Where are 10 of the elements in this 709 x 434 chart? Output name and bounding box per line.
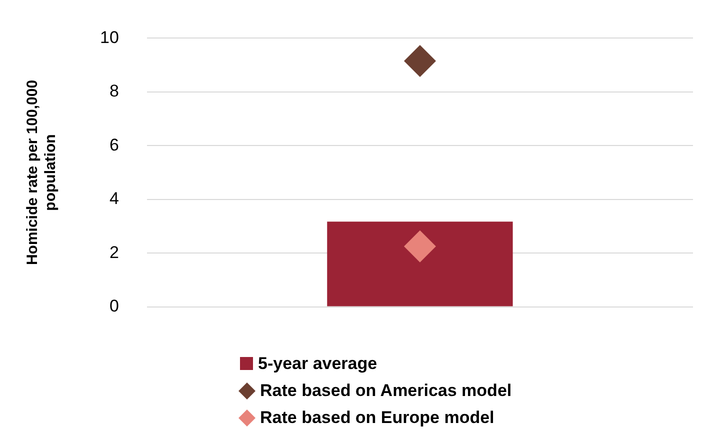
- y-tick-label: 4: [109, 189, 119, 208]
- y-tick-label: 10: [100, 28, 119, 47]
- y-tick-label: 0: [109, 296, 119, 316]
- y-tick-label: 8: [109, 82, 119, 101]
- y-axis-title: Homicide rate per 100,000 population: [24, 80, 60, 266]
- legend-label: Rate based on Europe model: [260, 408, 494, 428]
- legend-label: 5-year average: [258, 354, 378, 374]
- y-tick-label: 2: [109, 242, 119, 262]
- legend-label: Rate based on Americas model: [260, 380, 512, 400]
- y-tick-label: 6: [109, 135, 119, 154]
